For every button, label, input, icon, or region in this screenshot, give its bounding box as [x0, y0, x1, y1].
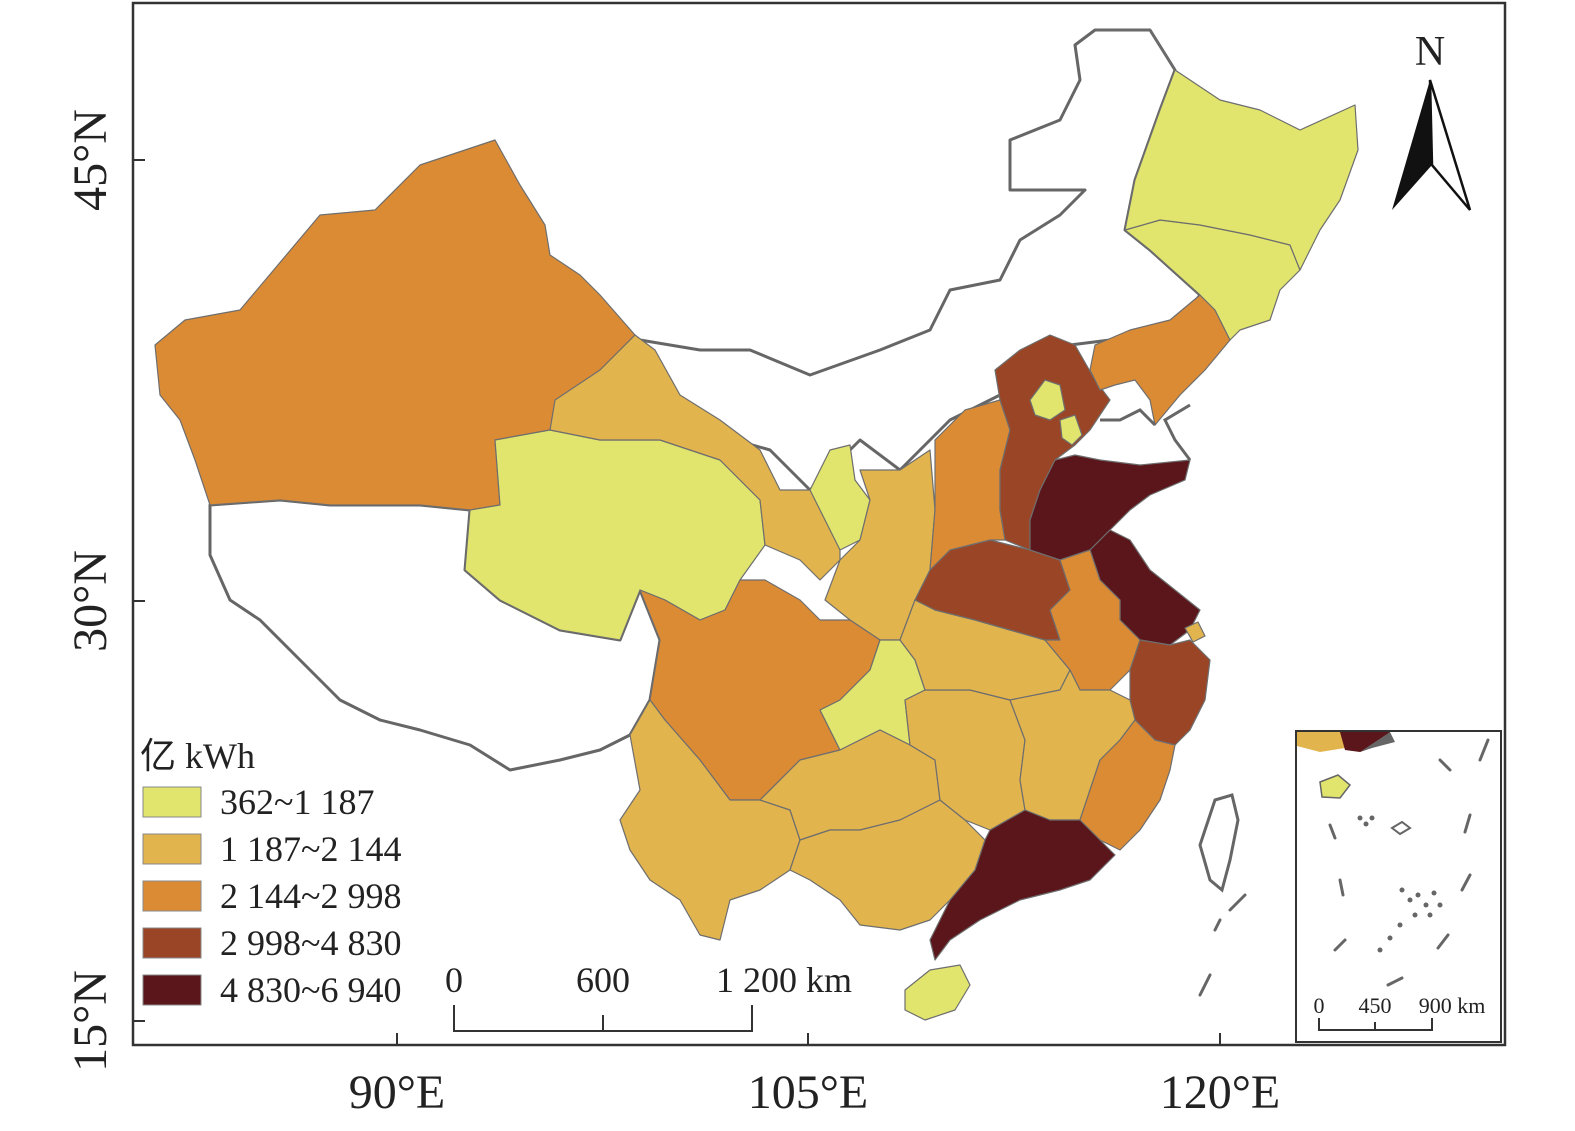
- inset-boundary-dash: [1333, 938, 1347, 952]
- region-guangdong: [929, 809, 1116, 961]
- inset-scale-label: 450: [1359, 993, 1392, 1018]
- region-tianjin: [1059, 414, 1083, 446]
- x-tick-label: 120°E: [1160, 1066, 1281, 1119]
- region-shandong: [1029, 454, 1191, 561]
- inset-scale-label: 900 km: [1419, 993, 1486, 1018]
- inset-boundary-dash: [1463, 813, 1472, 834]
- inset-boundary-dash: [1386, 976, 1404, 987]
- region-beijing: [1029, 379, 1066, 421]
- scale-bar: 0 600 1 200 km: [445, 960, 852, 1032]
- north-arrow-right: [1428, 79, 1472, 211]
- scale-bar-label: 1 200 km: [716, 960, 852, 1000]
- legend-label: 362~1 187: [220, 782, 374, 822]
- inset-hainan: [1319, 774, 1352, 799]
- north-arrow-left: [1392, 80, 1432, 210]
- inset-island: [1377, 947, 1383, 953]
- legend: 亿 kWh 362~1 187 1 187~2 144 2 144~2 998 …: [140, 736, 401, 1010]
- inset-boundary-dash: [1460, 873, 1472, 892]
- inset-island: [1397, 922, 1403, 928]
- inset-island: [1427, 912, 1433, 918]
- y-tick-label: 45°N: [64, 109, 117, 211]
- region-hainan: [904, 964, 971, 1021]
- boundary-dash: [1228, 893, 1247, 912]
- scale-bar-label: 0: [445, 960, 463, 1000]
- inset-boundary-dash: [1328, 823, 1337, 840]
- inset-island: [1399, 887, 1405, 893]
- inset-island: [1415, 892, 1421, 898]
- boundary-dash: [1198, 973, 1212, 997]
- inset-boundary-dash: [1436, 933, 1450, 950]
- inset-coast: [1360, 732, 1395, 752]
- inset-boundary-dash: [1438, 758, 1452, 772]
- legend-label: 2 998~4 830: [220, 923, 401, 963]
- inset-island: [1431, 890, 1437, 896]
- inset-boundary-dash: [1338, 878, 1345, 897]
- region-zhejiang: [1129, 639, 1211, 746]
- legend-swatch: [142, 974, 202, 1006]
- y-tick-label: 15°N: [64, 970, 117, 1072]
- region-shanghai: [1184, 621, 1206, 643]
- inset-land: [1340, 732, 1390, 752]
- legend-label: 4 830~6 940: [220, 970, 401, 1010]
- inset-island: [1412, 912, 1418, 918]
- inset-map: 0 450 900 km: [1295, 730, 1502, 1043]
- inset-land: [1297, 732, 1350, 752]
- taiwan-outline: [1198, 793, 1240, 893]
- inset-island: [1390, 820, 1412, 836]
- region-liaoning: [1089, 294, 1231, 426]
- inset-island: [1437, 902, 1443, 908]
- inset-island: [1387, 935, 1393, 941]
- inset-island: [1369, 815, 1375, 821]
- north-arrow: N: [1392, 29, 1472, 211]
- region-heilongjiang: [1094, 29, 1359, 271]
- legend-unit: 亿 kWh: [140, 736, 255, 776]
- inset-boundary-dash: [1478, 738, 1490, 762]
- scale-bar-label: 600: [576, 960, 630, 1000]
- legend-swatch: [142, 880, 202, 912]
- inset-scale-label: 0: [1314, 993, 1325, 1018]
- region-fujian: [1079, 719, 1176, 851]
- legend-swatch: [142, 833, 202, 865]
- x-tick-label: 105°E: [748, 1066, 869, 1119]
- coastline: [1100, 403, 1192, 461]
- legend-label: 2 144~2 998: [220, 876, 401, 916]
- inset-island: [1407, 897, 1413, 903]
- y-tick-label: 30°N: [64, 550, 117, 652]
- inset-island: [1357, 815, 1363, 821]
- boundary-dash: [1213, 918, 1222, 932]
- legend-swatch: [142, 927, 202, 959]
- x-tick-label: 90°E: [349, 1066, 446, 1119]
- provinces: [154, 29, 1359, 1021]
- inset-island: [1423, 902, 1429, 908]
- region-yunnan: [619, 699, 801, 941]
- legend-label: 1 187~2 144: [220, 829, 401, 869]
- inset-island: [1363, 821, 1369, 827]
- legend-swatch: [142, 786, 202, 818]
- north-label: N: [1415, 29, 1445, 75]
